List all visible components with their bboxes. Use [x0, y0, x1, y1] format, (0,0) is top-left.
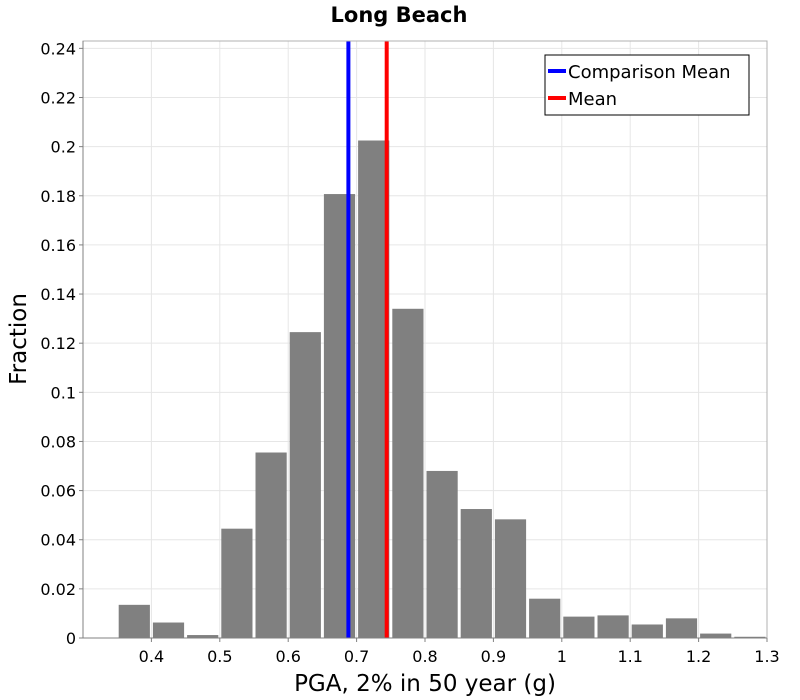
- y-tick-label: 0.18: [40, 187, 76, 206]
- histogram-bar: [494, 519, 527, 638]
- x-tick-label: 0.8: [412, 647, 437, 666]
- histogram-bar: [255, 452, 287, 638]
- histogram-bar: [289, 332, 321, 638]
- histogram-bar: [221, 528, 253, 638]
- y-tick-label: 0: [66, 629, 76, 648]
- histogram-bar: [734, 636, 766, 638]
- histogram-bar: [529, 598, 561, 638]
- y-tick-label: 0.06: [40, 482, 76, 501]
- histogram-bar: [563, 616, 595, 638]
- legend: Comparison Mean Mean: [544, 54, 750, 116]
- y-tick-label: 0.1: [51, 383, 76, 402]
- legend-label-mean: Mean: [568, 89, 617, 110]
- histogram-bar: [323, 194, 356, 638]
- y-tick-label: 0.14: [40, 285, 76, 304]
- chart-title: Long Beach: [331, 3, 468, 27]
- y-tick-label: 0.16: [40, 236, 76, 255]
- histogram-bars: [118, 140, 766, 638]
- x-axis-label: PGA, 2% in 50 year (g): [294, 671, 556, 697]
- y-tick-label: 0.02: [40, 580, 76, 599]
- legend-label-comparison-mean: Comparison Mean: [568, 62, 731, 83]
- x-tick-label: 1.3: [754, 647, 779, 666]
- y-tick-label: 0.04: [40, 531, 76, 550]
- y-tick-label: 0.08: [40, 432, 76, 451]
- x-tick-label: 0.4: [139, 647, 164, 666]
- mean-lines: [346, 41, 389, 638]
- x-tick-label: 0.9: [481, 647, 506, 666]
- x-tick-label: 1.1: [617, 647, 642, 666]
- histogram-bar: [665, 618, 698, 638]
- x-tick-label: 0.7: [344, 647, 369, 666]
- x-tick-label: 1.2: [686, 647, 711, 666]
- histogram-bar: [426, 470, 458, 638]
- x-tick-label: 0.5: [207, 647, 232, 666]
- histogram-bar: [597, 615, 629, 638]
- y-tick-label: 0.2: [51, 138, 76, 157]
- legend-box: [544, 54, 750, 116]
- histogram-bar: [460, 509, 492, 638]
- histogram-bar: [152, 622, 185, 638]
- y-tick-label: 0.22: [40, 89, 76, 108]
- y-tick-label: 0.24: [40, 39, 76, 58]
- x-tick-label: 0.6: [275, 647, 300, 666]
- histogram-bar: [358, 140, 390, 638]
- histogram-bar: [700, 633, 732, 638]
- x-axis-ticks: 0.4 0.5 0.6 0.7 0.8 0.9 1 1.1 1.2 1.3: [139, 638, 780, 666]
- y-axis-ticks: 0 0.02 0.04 0.06 0.08 0.1 0.12 0.14 0.16 0.18 0.2 0…: [40, 39, 83, 648]
- histogram-bar: [187, 635, 219, 638]
- y-tick-label: 0.12: [40, 334, 76, 353]
- x-tick-label: 1: [557, 647, 567, 666]
- histogram-bar: [631, 624, 663, 638]
- histogram-bar: [392, 308, 424, 638]
- y-axis-label: Fraction: [6, 293, 32, 385]
- histogram-bar: [118, 604, 150, 638]
